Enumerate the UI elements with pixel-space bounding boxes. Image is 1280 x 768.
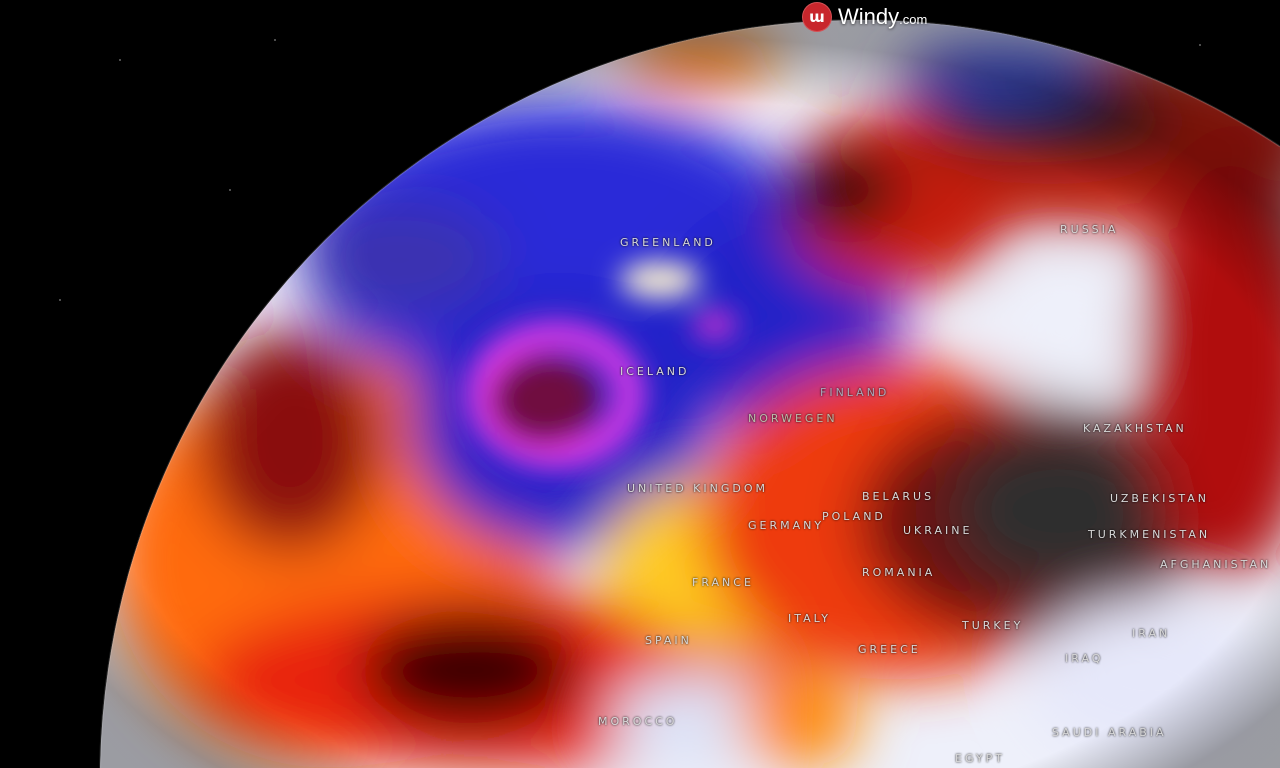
label-greenland: GREENLAND: [620, 236, 716, 249]
label-greece: GREECE: [858, 643, 921, 656]
label-iceland: ICELAND: [620, 365, 690, 378]
label-norwegen: NORWEGEN: [748, 412, 838, 425]
label-uzbekistan: UZBEKISTAN: [1110, 492, 1209, 505]
label-united-kingdom: UNITED KINGDOM: [627, 482, 768, 495]
label-afghanistan: AFGHANISTAN: [1160, 558, 1272, 571]
label-romania: ROMANIA: [862, 566, 936, 579]
label-iraq: IRAQ: [1065, 652, 1104, 665]
label-ukraine: UKRAINE: [903, 524, 973, 537]
label-kazakhstan: KAZAKHSTAN: [1083, 422, 1187, 435]
label-poland: POLAND: [822, 510, 886, 523]
label-belarus: BELARUS: [862, 490, 935, 503]
label-france: FRANCE: [692, 576, 754, 589]
brand-suffix: .com: [899, 12, 928, 27]
label-spain: SPAIN: [645, 634, 692, 647]
windy-logo-icon: ɯ: [802, 2, 832, 32]
label-russia: RUSSIA: [1060, 223, 1119, 236]
windy-logo[interactable]: ɯ Windy.com: [802, 2, 927, 32]
label-italy: ITALY: [788, 612, 832, 625]
brand-name: Windy: [838, 4, 900, 29]
label-iran: IRAN: [1132, 627, 1171, 640]
label-turkey: TURKEY: [962, 619, 1024, 632]
label-morocco: MOROCCO: [598, 715, 678, 728]
label-germany: GERMANY: [748, 519, 825, 532]
windy-brand: Windy.com: [838, 4, 927, 30]
label-egypt: EGYPT: [955, 752, 1005, 765]
label-turkmenistan: TURKMENISTAN: [1088, 528, 1211, 541]
label-saudi-arabia: SAUDI ARABIA: [1052, 726, 1167, 739]
globe-outline: [99, 19, 1280, 768]
label-finland: FINLAND: [820, 386, 890, 399]
